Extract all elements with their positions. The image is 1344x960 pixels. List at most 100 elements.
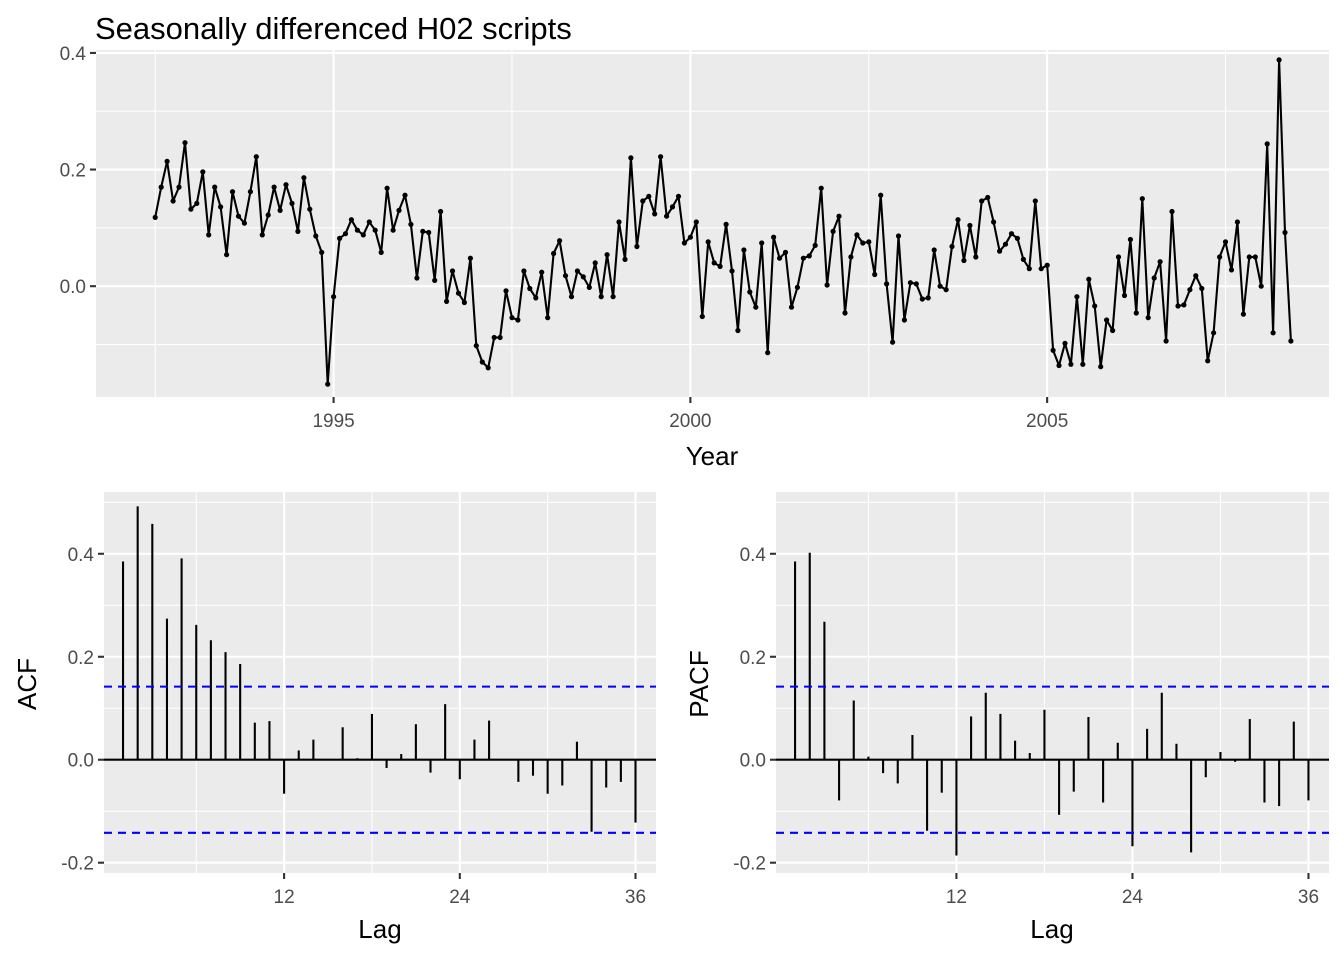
time-series-point bbox=[289, 200, 295, 206]
time-series-point bbox=[794, 284, 801, 290]
time-series-point bbox=[200, 169, 206, 175]
time-series-point bbox=[604, 252, 610, 258]
time-series-point bbox=[307, 206, 313, 212]
time-series-point bbox=[985, 194, 991, 201]
time-series-y-tick-label: 0.4 bbox=[60, 44, 87, 65]
time-series-point bbox=[943, 287, 949, 293]
time-series-point bbox=[176, 184, 182, 190]
time-series-point bbox=[1098, 364, 1104, 370]
pacf-grid bbox=[776, 492, 1329, 873]
time-series-point bbox=[348, 217, 354, 223]
time-series-point bbox=[354, 227, 360, 233]
time-series-point bbox=[1193, 273, 1199, 279]
time-series-point bbox=[907, 280, 914, 286]
time-series-point bbox=[182, 140, 188, 146]
time-series-point bbox=[842, 310, 848, 316]
time-series-point bbox=[931, 247, 937, 253]
time-series-point bbox=[1187, 287, 1193, 293]
time-series-point bbox=[1002, 241, 1009, 247]
time-series-point bbox=[884, 281, 890, 287]
time-series-point bbox=[658, 154, 664, 160]
time-series-point bbox=[759, 240, 765, 246]
time-series-point bbox=[438, 208, 444, 215]
time-series-point bbox=[800, 255, 807, 261]
time-series-point bbox=[866, 239, 872, 245]
time-series-point bbox=[913, 281, 919, 287]
acf-x-title: Lag bbox=[358, 914, 401, 944]
time-series-point bbox=[247, 189, 253, 195]
acf-y-tick-label: 0.0 bbox=[68, 751, 94, 772]
pacf-x-tick-label: 36 bbox=[1298, 887, 1319, 908]
time-series-point bbox=[1110, 327, 1116, 334]
time-series-point bbox=[1086, 276, 1092, 282]
time-series-point bbox=[1270, 330, 1276, 336]
time-series-point bbox=[444, 298, 450, 304]
time-series-point bbox=[890, 339, 896, 345]
time-series-y-tick-label: 0.0 bbox=[60, 277, 86, 298]
time-series-axes: 1995 2000 2005 0.0 0.2 0.4 bbox=[60, 44, 1069, 432]
time-series-point bbox=[1121, 292, 1128, 299]
acf-x-tick-label: 24 bbox=[449, 887, 471, 908]
time-series-point bbox=[1145, 315, 1151, 321]
time-series-point bbox=[1139, 196, 1145, 202]
pacf-y-tick-label: 0.4 bbox=[740, 545, 767, 566]
time-series-point bbox=[461, 299, 467, 306]
time-series-point bbox=[1074, 294, 1080, 300]
time-series-point bbox=[396, 207, 402, 213]
time-series-point bbox=[206, 232, 212, 238]
time-series-point bbox=[1151, 275, 1157, 281]
time-series-point bbox=[860, 240, 866, 246]
time-series-point bbox=[675, 193, 682, 199]
time-series-point bbox=[1228, 267, 1235, 273]
time-series-point bbox=[1217, 254, 1223, 260]
time-series-point bbox=[1104, 317, 1110, 323]
time-series-point bbox=[1056, 362, 1062, 369]
time-series-point bbox=[901, 317, 908, 323]
time-series-point bbox=[836, 213, 842, 219]
time-series-x-title: Year bbox=[686, 441, 739, 471]
time-series-point bbox=[818, 185, 824, 191]
time-series-point bbox=[241, 220, 247, 226]
time-series-point bbox=[557, 238, 563, 244]
time-series-point bbox=[568, 294, 575, 300]
time-series-point bbox=[1044, 262, 1050, 268]
time-series-point bbox=[1282, 229, 1288, 236]
time-series-point bbox=[806, 253, 812, 259]
time-series-point bbox=[473, 343, 479, 349]
time-series-point bbox=[705, 239, 711, 245]
time-series-point bbox=[1133, 310, 1139, 316]
time-series-point bbox=[1205, 358, 1211, 364]
time-series-y-tick-label: 0.2 bbox=[60, 161, 86, 182]
time-series-point bbox=[1050, 347, 1056, 353]
time-series-point bbox=[687, 234, 694, 240]
time-series-point bbox=[331, 294, 337, 300]
acf-y-tick-label: 0.4 bbox=[68, 545, 95, 566]
time-series-point bbox=[1092, 303, 1098, 309]
time-series-point bbox=[681, 240, 688, 246]
time-series-point bbox=[830, 228, 836, 234]
time-series-point bbox=[937, 283, 943, 289]
time-series-point bbox=[1127, 236, 1133, 243]
pacf-y-tick-label: 0.0 bbox=[740, 751, 766, 772]
time-series-point bbox=[1240, 311, 1246, 317]
time-series-point bbox=[1014, 235, 1021, 241]
pacf-x-tick-label: 12 bbox=[946, 887, 967, 908]
time-series-point bbox=[723, 221, 729, 227]
time-series-point bbox=[777, 255, 783, 261]
time-series-point bbox=[1008, 231, 1015, 237]
time-series-x-tick-label: 2005 bbox=[1026, 411, 1068, 432]
time-series-point bbox=[652, 211, 658, 217]
time-series-point bbox=[485, 365, 491, 371]
time-series-point bbox=[372, 227, 378, 233]
time-series-point bbox=[669, 204, 676, 210]
time-series-point bbox=[515, 317, 521, 323]
time-series-point bbox=[449, 268, 456, 274]
time-series-point bbox=[1032, 198, 1038, 204]
acf-background bbox=[104, 492, 656, 873]
time-series-x-tick-label: 2000 bbox=[669, 411, 711, 432]
time-series-point bbox=[1276, 57, 1282, 63]
time-series-point bbox=[824, 282, 830, 288]
time-series-point bbox=[235, 213, 242, 219]
pacf-x-title: Lag bbox=[1030, 914, 1073, 944]
